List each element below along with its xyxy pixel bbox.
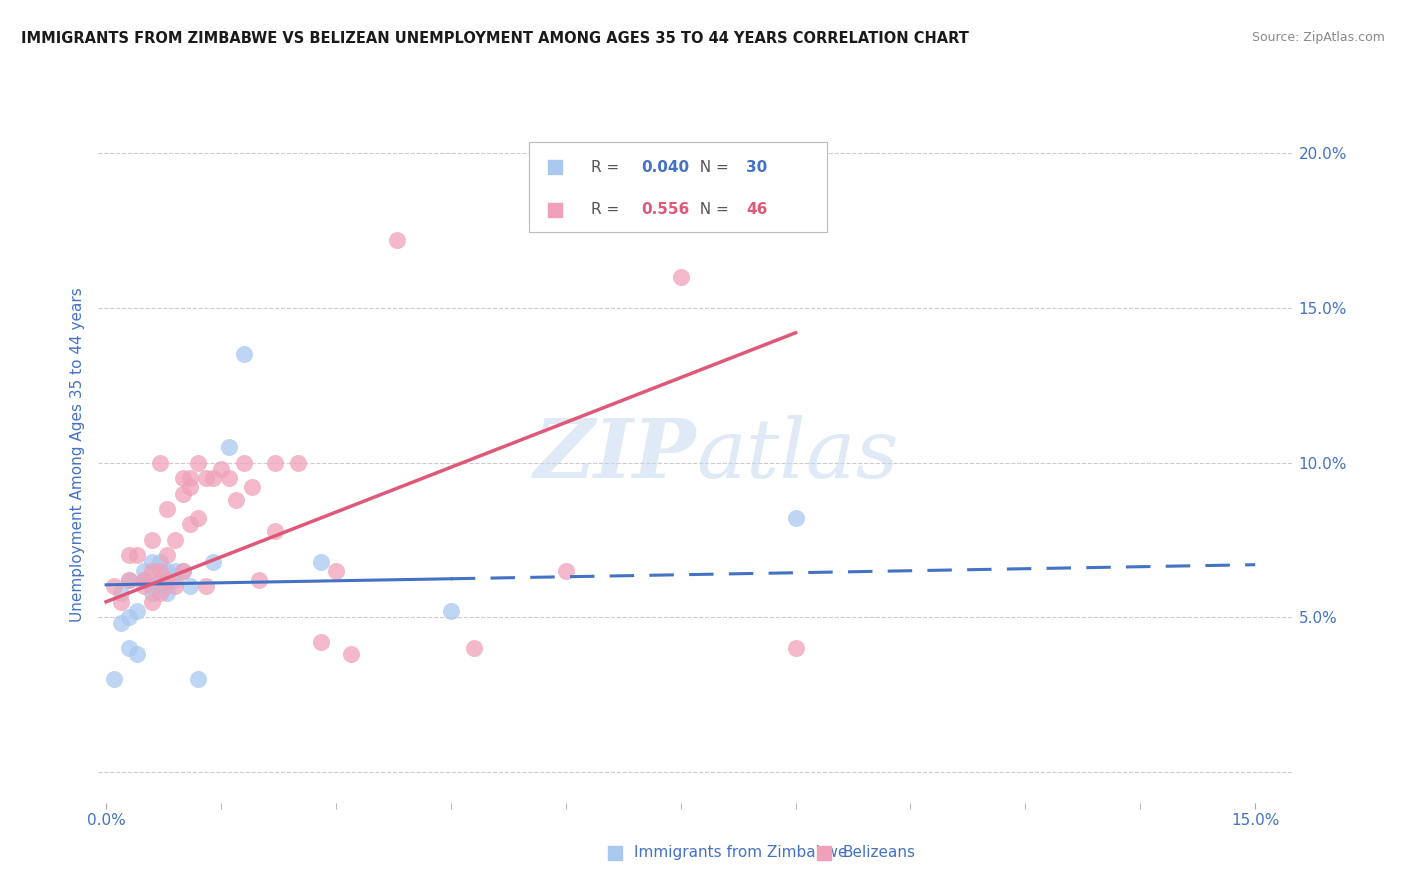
Point [103,579,125,593]
Point [163,533,186,547]
Point [309,555,332,569]
Point [141,533,163,547]
Point [179,480,201,494]
Point [118,549,141,563]
Point [309,635,332,649]
Point [172,486,194,500]
Point [202,471,225,485]
Point [141,555,163,569]
Text: N =: N = [690,160,734,175]
Point [172,564,194,578]
Y-axis label: Unemployment Among Ages 35 to 44 years: Unemployment Among Ages 35 to 44 years [69,287,84,623]
Point [172,471,194,485]
Point [118,641,141,656]
Text: 46: 46 [747,202,768,217]
Point [263,456,285,470]
Point [194,579,217,593]
Point [156,502,179,516]
Point [179,579,201,593]
Text: Source: ZipAtlas.com: Source: ZipAtlas.com [1251,31,1385,45]
Text: R =: R = [591,202,624,217]
Point [163,564,186,578]
Point [134,579,156,593]
Text: 0.040: 0.040 [641,160,689,175]
Point [325,564,347,578]
Text: Immigrants from Zimbabwe: Immigrants from Zimbabwe [634,846,848,861]
Point [340,648,363,662]
Point [110,595,132,609]
Point [440,604,463,618]
Point [218,471,240,485]
Point [134,573,156,587]
Point [163,573,186,587]
Point [103,672,125,686]
Point [125,648,148,662]
Point [187,672,209,686]
Point [233,347,256,361]
Point [233,456,256,470]
Point [156,564,179,578]
Point [134,573,156,587]
Point [225,492,247,507]
Point [134,564,156,578]
Point [463,641,485,656]
Point [209,462,232,476]
Point [118,573,141,587]
Point [125,549,148,563]
Point [240,480,263,494]
Point [179,517,201,532]
Point [134,573,156,587]
Point [187,511,209,525]
Point [385,233,409,247]
Point [163,579,186,593]
Point [263,524,285,538]
Point [194,471,217,485]
Point [785,511,807,525]
Point [149,585,172,599]
Text: 0.556: 0.556 [641,202,689,217]
Point [172,564,194,578]
Point [187,456,209,470]
Point [141,579,163,593]
Point [149,456,172,470]
Point [149,555,172,569]
Point [118,573,141,587]
Text: Belizeans: Belizeans [844,846,915,861]
Point [287,456,309,470]
Point [141,595,163,609]
Point [118,610,141,624]
Point [156,585,179,599]
Point [149,564,172,578]
Point [156,549,179,563]
Point [669,270,692,285]
Text: IMMIGRANTS FROM ZIMBABWE VS BELIZEAN UNEMPLOYMENT AMONG AGES 35 TO 44 YEARS CORR: IMMIGRANTS FROM ZIMBABWE VS BELIZEAN UNE… [21,31,969,46]
Point [202,555,225,569]
Text: ZIP: ZIP [533,415,696,495]
Point [179,471,201,485]
Point [247,573,270,587]
Text: N =: N = [690,202,734,217]
Point [156,579,179,593]
Text: R =: R = [591,160,624,175]
Text: atlas: atlas [696,415,898,495]
Point [141,564,163,578]
Point [156,573,179,587]
Point [785,641,807,656]
Point [141,585,163,599]
Text: 30: 30 [747,160,768,175]
Point [218,440,240,454]
Point [110,616,132,631]
Point [110,585,132,599]
Point [125,604,148,618]
Point [554,564,576,578]
FancyBboxPatch shape [529,142,827,232]
Point [149,573,172,587]
